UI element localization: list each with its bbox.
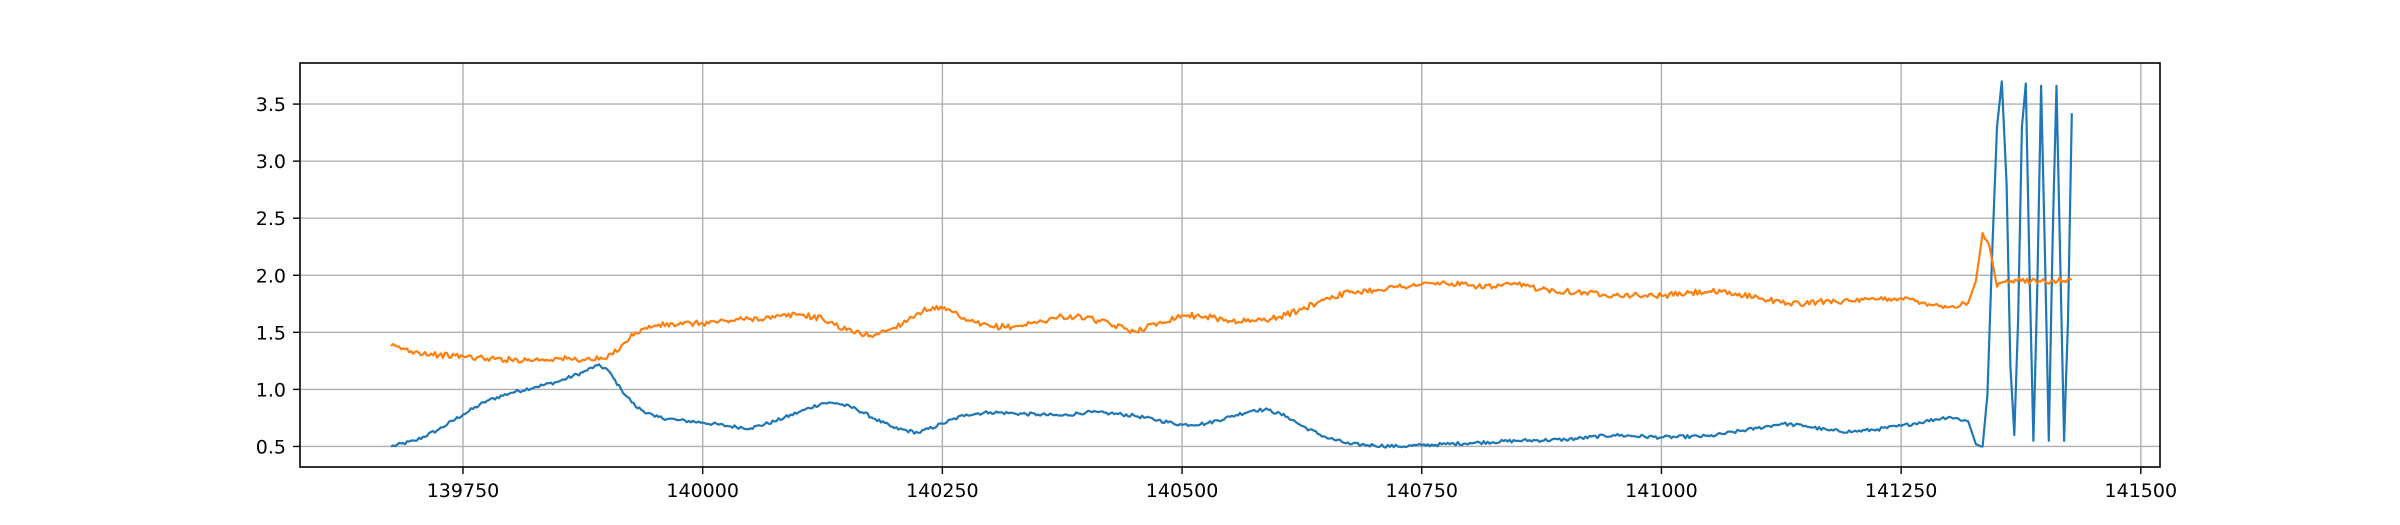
tick-labels: 139750 140000 140250 140500 140750 141000 1412… bbox=[256, 94, 2177, 502]
y-tick-label: 1.0 bbox=[256, 379, 286, 401]
y-tick-label: 2.0 bbox=[256, 265, 286, 287]
x-tick-label: 139750 bbox=[427, 480, 500, 502]
series-line-1 bbox=[390, 80, 2073, 449]
x-tick-label: 141250 bbox=[1865, 480, 1938, 502]
grid bbox=[300, 63, 2160, 467]
x-tick-label: 140000 bbox=[666, 480, 739, 502]
y-tick-label: 1.5 bbox=[256, 322, 286, 344]
series-line-2 bbox=[390, 231, 2073, 364]
y-tick-label: 3.5 bbox=[256, 94, 286, 116]
y-tick-label: 2.5 bbox=[256, 208, 286, 230]
x-tick-label: 140250 bbox=[906, 480, 979, 502]
x-tick-label: 141000 bbox=[1625, 480, 1698, 502]
x-tick-label: 141500 bbox=[2105, 480, 2178, 502]
x-tick-label: 140750 bbox=[1385, 480, 1458, 502]
y-tick-label: 0.5 bbox=[256, 436, 286, 458]
plot-frame bbox=[299, 62, 2161, 468]
y-tick-label: 3.0 bbox=[256, 151, 286, 173]
axis-ticks bbox=[293, 103, 2142, 474]
series-group bbox=[390, 80, 2073, 449]
x-tick-label: 140500 bbox=[1146, 480, 1219, 502]
